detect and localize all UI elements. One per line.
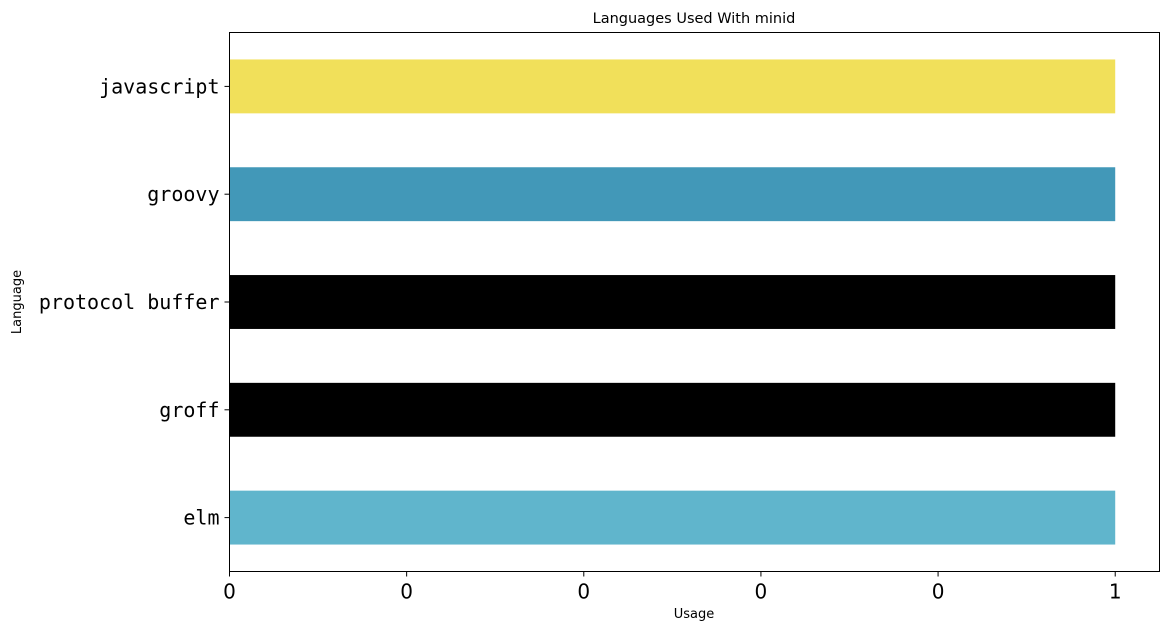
x-tick-label: 0 (223, 580, 236, 604)
bar-protocol-buffer (229, 275, 1116, 329)
y-axis: javascript groovy protocol buffer groff elm (39, 74, 230, 530)
bars-group (229, 59, 1116, 545)
bar-javascript (229, 59, 1116, 114)
y-tick-label: groovy (147, 182, 219, 206)
y-tick-label: elm (183, 506, 219, 530)
x-tick-label: 1 (1109, 580, 1122, 604)
y-tick-label: groff (159, 398, 219, 422)
x-tick-label: 0 (577, 580, 590, 604)
y-axis-label: Language (10, 270, 25, 334)
x-tick-label: 0 (932, 580, 945, 604)
x-axis-label: Usage (674, 607, 715, 622)
bar-groff (229, 382, 1116, 437)
bar-elm (229, 490, 1116, 545)
y-tick-label: protocol buffer (39, 290, 220, 314)
x-tick-label: 0 (400, 580, 413, 604)
y-tick-label: javascript (99, 74, 219, 98)
x-axis: 0 0 0 0 0 1 (223, 571, 1122, 604)
chart-title: Languages Used With minid (593, 11, 796, 27)
x-tick-label: 0 (755, 580, 768, 604)
bar-groovy (229, 167, 1116, 222)
